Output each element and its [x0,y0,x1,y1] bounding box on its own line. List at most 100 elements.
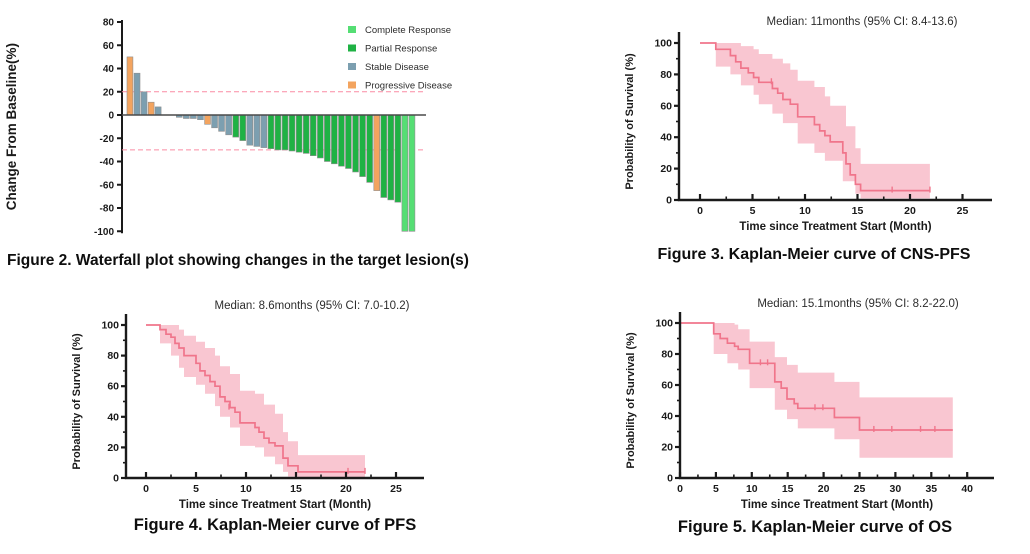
waterfall-bar [352,114,359,173]
y-tick-label: 20 [107,442,119,454]
waterfall-bar [401,114,409,232]
x-tick-label: 25 [390,483,402,495]
legend-label: Partial Response [365,44,437,55]
x-tick-label: 0 [697,205,703,217]
waterfall-bar [246,114,254,146]
x-tick-label: 10 [240,483,252,495]
y-tick-label: 0 [667,473,673,485]
x-tick-label: 15 [852,205,864,217]
y-tick-label: 40 [103,64,115,75]
waterfall-bar [274,114,282,151]
legend-label: Progressive Disease [365,81,452,92]
y-tick-label: 0 [666,195,672,207]
confidence-band [680,323,953,458]
x-axis-label: Time since Treatment Start (Month) [741,499,933,511]
x-axis: 0 5 10 15 20 25 30 35 40 [677,472,994,495]
y-axis: 0 20 40 60 80 100 [654,32,681,207]
legend-swatch [348,44,356,52]
bars-group [126,56,416,232]
y-tick-label: 80 [107,350,119,362]
waterfall-bar [317,114,324,159]
waterfall-bar [260,114,268,148]
y-tick-label: 60 [661,380,673,392]
x-tick-label: 25 [957,205,969,217]
legend-label: Stable Disease [365,62,429,73]
y-tick-label: -60 [100,180,115,191]
x-axis: 0 5 10 15 20 25 [677,194,992,217]
x-tick-label: 5 [193,483,199,495]
survival-curve [146,324,365,473]
y-tick-label: -80 [100,204,115,215]
waterfall-bar [295,114,303,153]
figure-4-caption: Figure 4. Kaplan-Meier curve of PFS [133,516,417,534]
waterfall-bar [154,106,162,116]
figure-3-caption: Figure 3. Kaplan-Meier curve of CNS-PFS [657,246,971,263]
waterfall-bar [387,114,394,201]
figure-5-km-os: Median: 15.1months (95% CI: 8.2-22.0) 0 2… [600,292,1030,554]
waterfall-bar [126,56,134,116]
waterfall-bar [302,114,310,154]
figure-2-waterfall: 80 60 40 20 0 -20 -40 -60 -80 -100 Change From Bas… [0,6,515,290]
y-tick-label: 40 [661,411,673,423]
waterfall-bar [225,114,232,136]
waterfall-bar [373,114,380,191]
waterfall-bar [253,114,261,147]
figure-4-km-pfs: Median: 8.6months (95% CI: 7.0-10.2) 0 20… [50,292,500,554]
y-tick-label: -40 [100,157,115,168]
figure-5-caption: Figure 5. Kaplan-Meier curve of OS [677,518,953,536]
legend: Complete Response Partial Response Stable … [348,25,452,92]
y-tick-label: 20 [660,163,672,175]
y-tick-label: 0 [113,473,119,485]
waterfall-bar [288,114,296,152]
waterfall-bar [133,72,141,116]
waterfall-bar [338,114,345,167]
y-axis-label: Change From Baseline(%) [4,43,19,210]
x-tick-label: 25 [854,483,866,495]
x-tick-label: 35 [925,483,937,495]
x-tick-label: 10 [746,483,758,495]
x-tick-label: 20 [340,483,352,495]
figure-3-median-annotation: Median: 11months (95% CI: 8.4-13.6) [766,16,958,28]
y-axis-label: Probability of Survival (%) [624,53,636,190]
x-axis: 0 5 10 15 20 25 [124,472,424,495]
waterfall-chart: 80 60 40 20 0 -20 -40 -60 -80 -100 Change From Bas… [4,18,452,238]
y-tick-label: 40 [107,411,119,423]
y-tick-label: 40 [660,132,672,144]
y-tick-label: 0 [108,111,114,122]
x-tick-label: 15 [290,483,302,495]
x-tick-label: 40 [961,483,973,495]
x-tick-label: 5 [750,205,756,217]
legend-swatch [348,63,356,70]
legend-swatch [348,81,356,89]
y-axis-label: Probability of Survival (%) [625,332,637,469]
x-tick-label: 10 [799,205,811,217]
waterfall-bar [267,114,275,150]
figure-5-median-annotation: Median: 15.1months (95% CI: 8.2-22.0) [757,298,959,310]
y-axis: 0 20 40 60 80 100 [655,312,682,485]
waterfall-bar [211,114,218,129]
y-tick-label: 100 [654,38,672,50]
waterfall-bar [309,114,317,157]
figure-2-caption: Figure 2. Waterfall plot showing changes… [7,252,469,269]
waterfall-bar [204,114,211,125]
waterfall-bar [239,114,247,141]
survival-curve [680,322,953,431]
x-tick-label: 20 [818,483,830,495]
y-tick-label: -20 [100,134,115,145]
y-tick-label: 60 [660,100,672,112]
x-axis-label: Time since Treatment Start (Month) [739,221,931,233]
y-tick-label: 100 [655,318,673,330]
waterfall-bar [366,114,373,183]
x-tick-label: 0 [677,483,683,495]
y-axis: 80 60 40 20 0 -20 -40 -60 -80 -100 [94,18,123,238]
waterfall-bar [359,114,366,177]
waterfall-bar [380,114,387,198]
figure-3-km-cns-pfs: Median: 11months (95% CI: 8.4-13.6) 0 20 4… [600,8,1028,280]
y-tick-label: 80 [660,69,672,81]
x-tick-label: 15 [782,483,794,495]
waterfall-bar [345,114,352,169]
waterfall-bar [140,91,148,116]
